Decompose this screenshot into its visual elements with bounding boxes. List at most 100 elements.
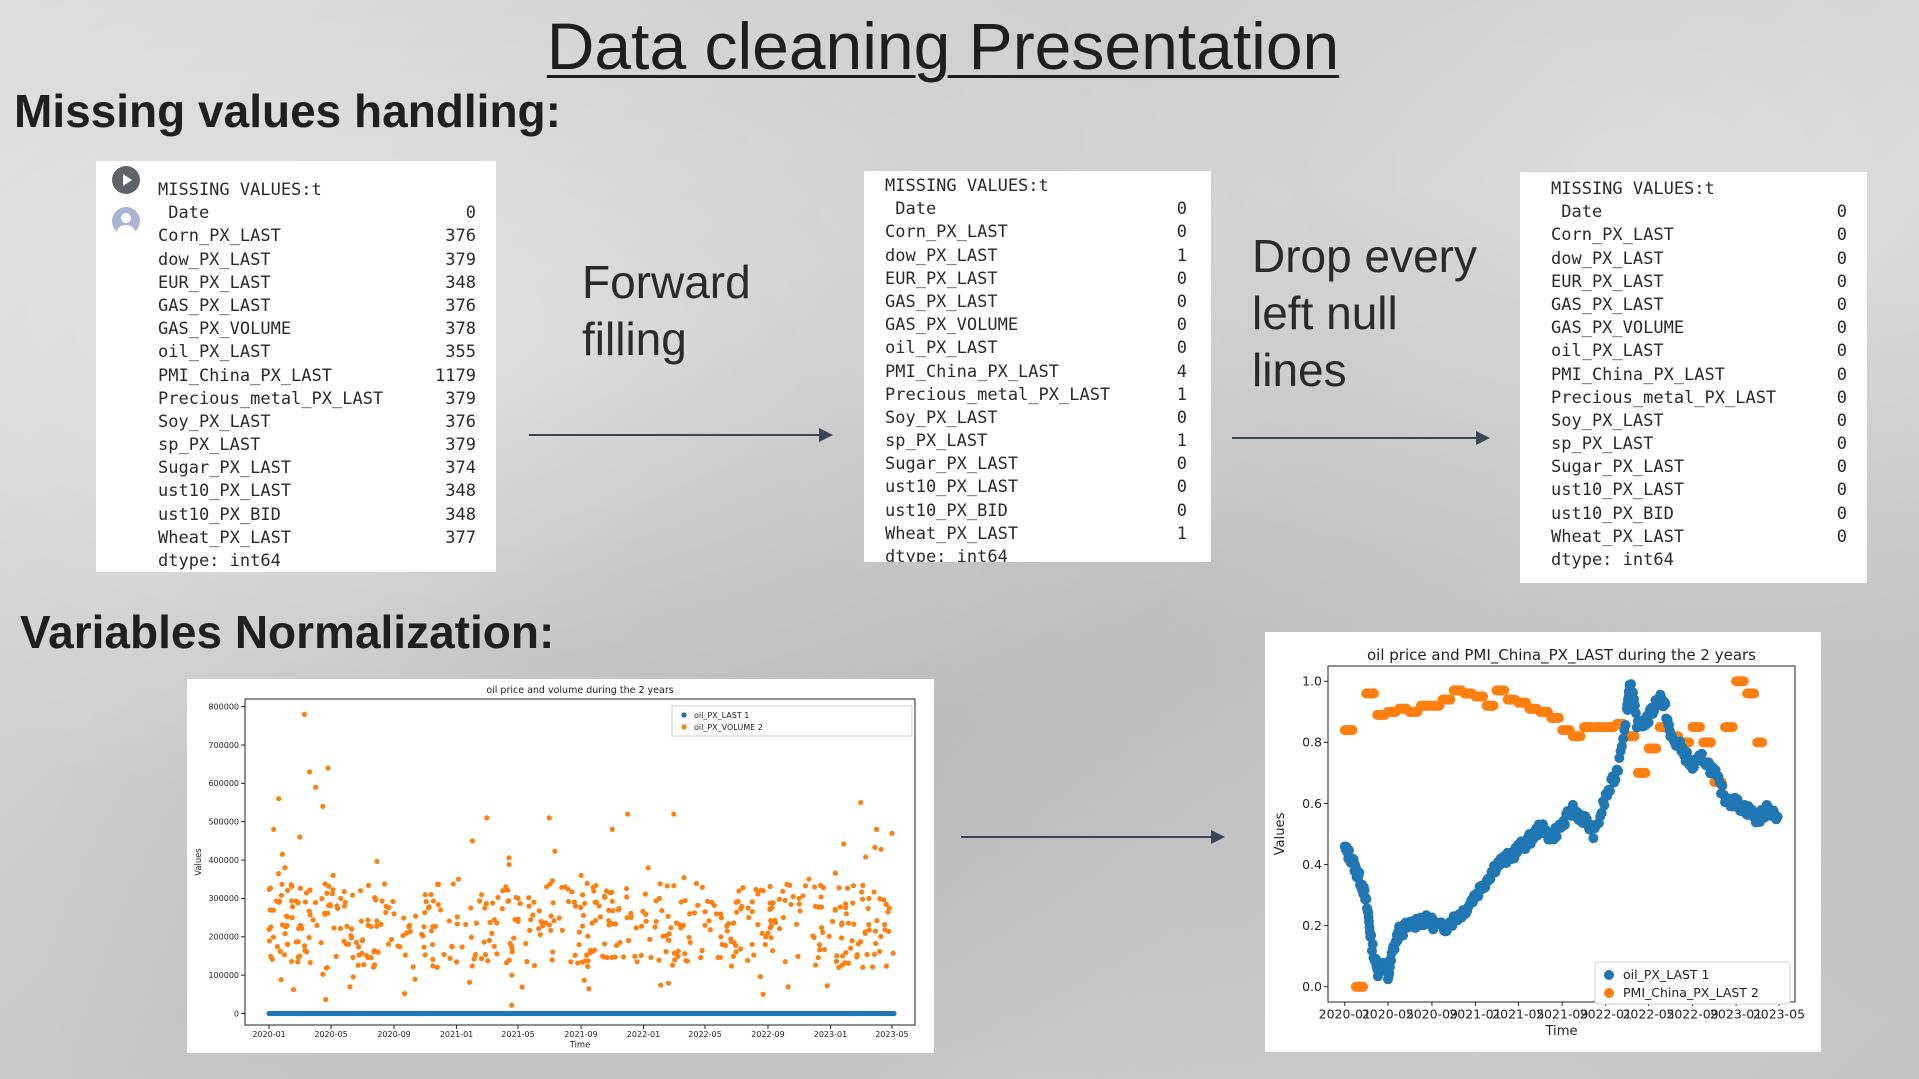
- oil-volume-point: [604, 954, 610, 960]
- pmi-china-point: [1478, 691, 1489, 702]
- oil-volume-point: [841, 841, 847, 847]
- x-axis-label: Time: [569, 1039, 591, 1049]
- missing-count: 0: [1176, 199, 1187, 220]
- oil-volume-point: [536, 926, 542, 932]
- oil-volume-point: [670, 962, 676, 968]
- oil-volume-point: [656, 957, 662, 963]
- oil-volume-point: [730, 920, 737, 926]
- oil-volume-point: [531, 962, 538, 969]
- oil-volume-point: [638, 923, 645, 929]
- oil-volume-point: [755, 891, 761, 897]
- oil-volume-point: [575, 960, 581, 966]
- oil-volume-point: [837, 904, 844, 910]
- oil-price-point: [1717, 780, 1728, 791]
- oil-pmi-scatter-chart: oil price and PMI_China_PX_LAST during t…: [1273, 646, 1805, 1039]
- oil-volume-point: [585, 958, 591, 964]
- column-name: ust10_PX_LAST: [158, 481, 292, 502]
- missing-count: 0: [1176, 500, 1187, 521]
- missing-count: 0: [1836, 526, 1847, 547]
- oil-volume-point: [490, 900, 496, 906]
- oil-volume-point: [749, 899, 755, 905]
- oil-volume-point: [586, 986, 592, 992]
- oil-volume-point: [881, 921, 888, 928]
- oil-volume-point: [524, 958, 530, 965]
- missing-count: 0: [1176, 477, 1187, 498]
- oil-price-point: [1596, 807, 1607, 818]
- oil-volume-point: [429, 941, 436, 948]
- caption-line: lines: [1252, 344, 1347, 396]
- oil-volume-point: [666, 931, 672, 937]
- oil-volume-point: [763, 934, 769, 940]
- oil-volume-point: [632, 953, 638, 959]
- oil-volume-point: [854, 954, 860, 960]
- oil-volume-point: [267, 885, 274, 891]
- oil-volume-point: [858, 799, 864, 806]
- oil-volume-point: [469, 838, 476, 844]
- missing-count-row: Date 0: [885, 198, 1187, 221]
- oil-volume-chart-panel: oil price and volume during the 2 years 2…: [187, 679, 934, 1053]
- oil-volume-point: [329, 891, 335, 897]
- oil-volume-point: [698, 955, 704, 961]
- oil-volume-point: [278, 977, 284, 983]
- oil-volume-point: [678, 899, 684, 905]
- oil-volume-point: [550, 949, 556, 955]
- oil-volume-point: [530, 912, 536, 918]
- oil-volume-point: [878, 846, 884, 852]
- oil-volume-point: [526, 903, 532, 909]
- oil-volume-point: [361, 962, 367, 968]
- missing-count: 348: [445, 504, 476, 525]
- oil-volume-point: [275, 871, 282, 877]
- oil-volume-point: [326, 883, 332, 889]
- oil-volume-point: [615, 907, 622, 913]
- oil-volume-point: [552, 848, 558, 854]
- oil-volume-point: [768, 917, 774, 924]
- missing-count-row: GAS_PX_VOLUME 378: [158, 318, 476, 341]
- y-tick-label: 0.8: [1302, 735, 1322, 750]
- oil-volume-point: [599, 953, 606, 959]
- missing-count: 0: [1836, 318, 1847, 339]
- oil-volume-point: [491, 943, 497, 949]
- oil-volume-point: [874, 918, 880, 924]
- oil-volume-point: [449, 943, 455, 949]
- oil-volume-point: [883, 901, 889, 908]
- play-circle-icon[interactable]: [112, 166, 140, 194]
- missing-count-row: Soy_PX_LAST 0: [1551, 410, 1847, 433]
- missing-count-row: Sugar_PX_LAST 0: [1551, 456, 1847, 479]
- column-name: Date: [1551, 202, 1603, 223]
- oil-volume-point: [341, 903, 348, 909]
- oil-volume-point: [385, 941, 392, 947]
- oil-volume-point: [776, 926, 783, 932]
- oil-volume-point: [494, 951, 500, 957]
- pmi-china-point: [1727, 722, 1738, 733]
- oil-volume-point: [643, 918, 649, 924]
- oil-volume-point: [872, 844, 878, 850]
- oil-volume-point: [406, 924, 412, 930]
- oil-volume-point: [652, 924, 658, 930]
- oil-volume-point: [601, 941, 608, 947]
- oil-volume-point: [342, 899, 348, 905]
- oil-volume-point: [548, 927, 554, 934]
- oil-volume-point: [283, 913, 290, 919]
- oil-volume-point: [565, 898, 572, 905]
- column-name: Soy_PX_LAST: [158, 411, 271, 432]
- oil-price-point: [1551, 831, 1562, 842]
- pmi-china-point: [1368, 688, 1379, 699]
- oil-volume-point: [325, 765, 331, 771]
- oil-pmi-chart-panel: oil price and PMI_China_PX_LAST during t…: [1265, 632, 1821, 1052]
- x-tick-label: 2020-09: [377, 1030, 410, 1039]
- oil-volume-point: [327, 902, 333, 908]
- oil-volume-point: [483, 901, 489, 907]
- oil-volume-point: [454, 914, 460, 920]
- column-name: EUR_PX_LAST: [158, 272, 271, 293]
- x-tick-label: 2022-09: [751, 1030, 784, 1039]
- oil-volume-point: [770, 900, 776, 906]
- missing-count: 0: [1836, 434, 1847, 455]
- oil-volume-point: [866, 895, 872, 902]
- oil-volume-point: [725, 921, 732, 927]
- oil-volume-point: [601, 893, 608, 899]
- oil-volume-point: [365, 922, 371, 929]
- oil-volume-point: [873, 940, 879, 947]
- oil-volume-point: [288, 958, 295, 965]
- oil-volume-point: [702, 922, 708, 928]
- oil-volume-point: [843, 949, 849, 956]
